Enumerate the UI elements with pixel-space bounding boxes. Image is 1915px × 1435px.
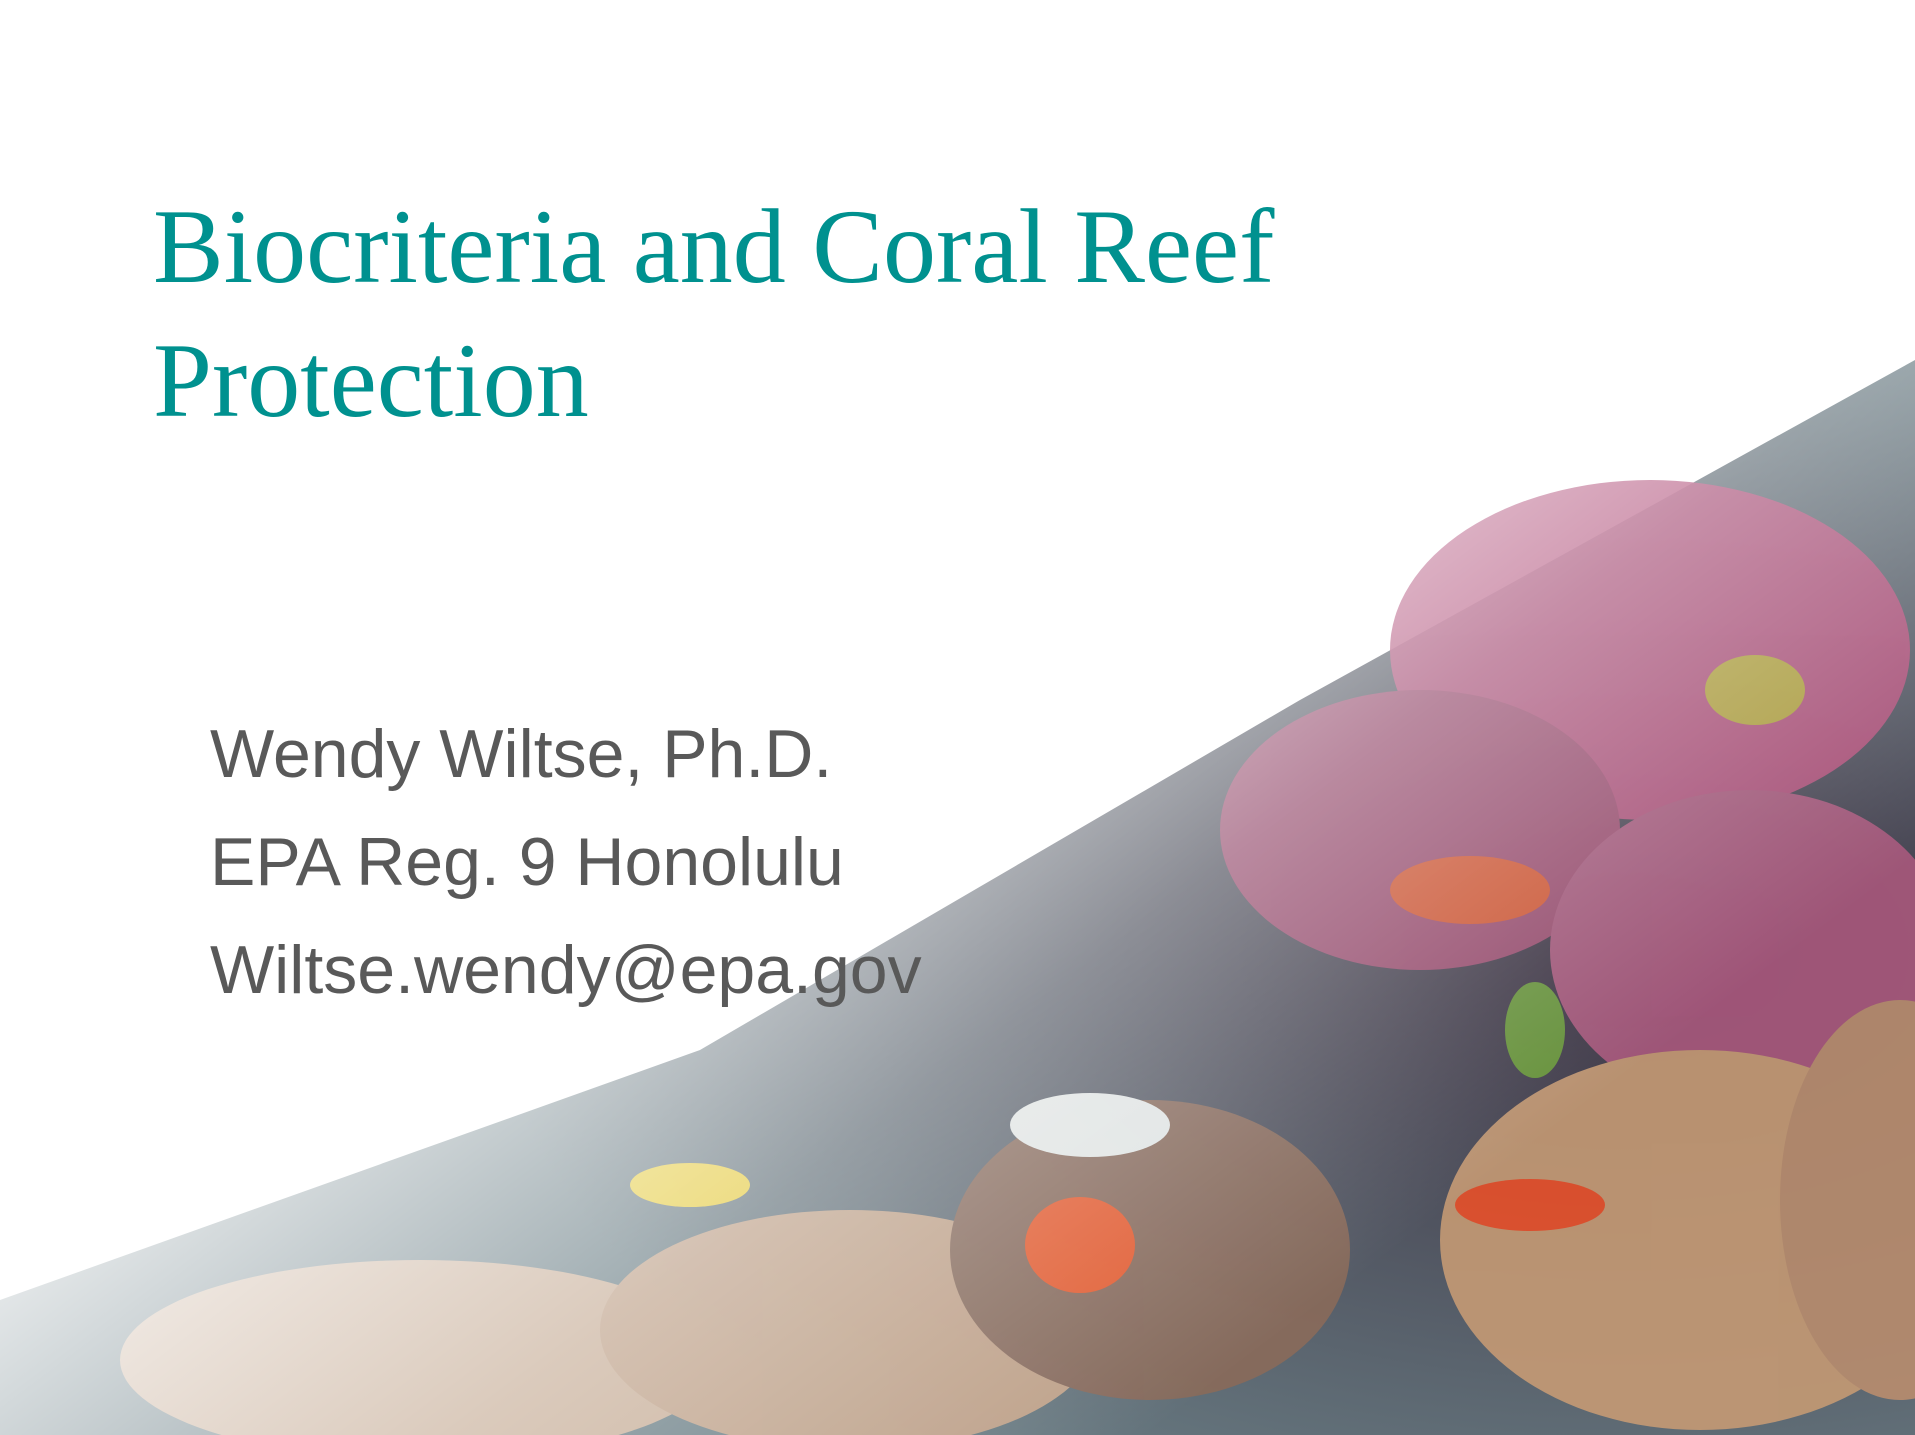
subtitle-list: Wendy Wiltse, Ph.D. EPA Reg. 9 Honolulu … — [210, 700, 922, 1024]
slide-title: Biocriteria and Coral Reef Protection — [153, 180, 1453, 448]
subtitle-line: Wiltse.wendy@epa.gov — [210, 916, 922, 1024]
subtitle-line: EPA Reg. 9 Honolulu — [210, 808, 922, 916]
slide: Biocriteria and Coral Reef Protection We… — [0, 0, 1915, 1435]
subtitle-line: Wendy Wiltse, Ph.D. — [210, 700, 922, 808]
